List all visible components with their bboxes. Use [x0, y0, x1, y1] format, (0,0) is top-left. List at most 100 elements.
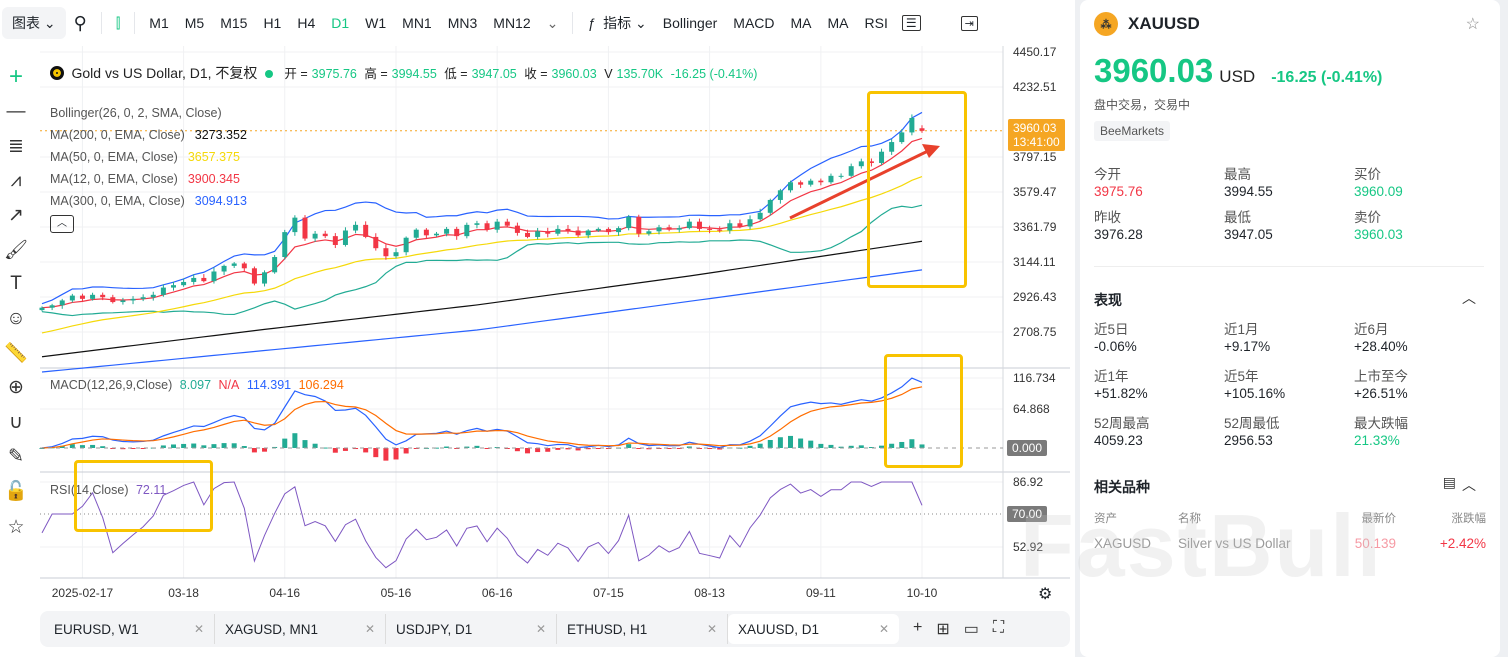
- magnet-icon[interactable]: ∪: [9, 411, 23, 433]
- tab-label: XAGUSD, MN1: [225, 621, 319, 637]
- timeframe-mn12[interactable]: MN12: [493, 15, 531, 31]
- timeframe-m1[interactable]: M1: [149, 15, 169, 31]
- indicator-tick-label: 52.92: [1013, 540, 1044, 554]
- lock-drawings-icon[interactable]: ✎: [8, 446, 24, 468]
- function-icon[interactable]: ƒ: [587, 15, 596, 31]
- close-tab-icon[interactable]: ✕: [535, 622, 546, 636]
- collapse-panel-icon[interactable]: ⇥: [960, 15, 978, 31]
- candle-body: [90, 294, 96, 299]
- macd-line-value: 114.391: [246, 378, 292, 392]
- timeframe-mn3[interactable]: MN3: [447, 15, 478, 31]
- col-name: 名称: [1178, 513, 1201, 525]
- fullscreen-icon[interactable]: ⛶: [992, 619, 1005, 636]
- ma50-line: [41, 175, 923, 334]
- stat-label: 近5日: [1094, 322, 1129, 337]
- horizontal-line-icon[interactable]: —: [6, 100, 26, 122]
- candle-body: [646, 231, 652, 234]
- indicator-legend-row[interactable]: Bollinger(26, 0, 2, SMA, Close): [50, 102, 251, 124]
- date-tick-label: 2025-02-17: [51, 586, 114, 600]
- macd-histogram-bar: [545, 448, 551, 452]
- legend-title: Gold vs US Dollar, D1, 不复权: [71, 65, 258, 81]
- indicator-shortcut-ma[interactable]: MA: [827, 15, 849, 31]
- close-tab-icon[interactable]: ✕: [878, 622, 889, 636]
- chart-menu-button[interactable]: 图表 ⌄: [2, 7, 66, 39]
- favorites-star-icon[interactable]: ☆: [7, 517, 25, 539]
- zoom-in-icon[interactable]: ⊕: [8, 377, 24, 399]
- macd-histogram-bar: [565, 448, 571, 450]
- timeframe-h4[interactable]: H4: [297, 15, 316, 31]
- timeframe-h1[interactable]: H1: [263, 15, 282, 31]
- ruler-icon[interactable]: 📏: [4, 343, 28, 365]
- indicator-shortcut-rsi[interactable]: RSI: [864, 15, 888, 31]
- candle-body: [140, 297, 146, 299]
- split-layout-icon[interactable]: ⊞: [936, 621, 950, 638]
- candle-body: [656, 227, 662, 232]
- single-layout-icon[interactable]: ▭: [963, 621, 979, 638]
- chart-tab[interactable]: XAGUSD, MN1 ✕: [215, 614, 386, 644]
- macd-histogram-bar: [140, 448, 146, 449]
- lock-icon[interactable]: 🔓: [4, 481, 28, 503]
- candle-body: [272, 257, 278, 273]
- timeframe-m5[interactable]: M5: [184, 15, 205, 31]
- indicator-shortcut-bollinger[interactable]: Bollinger: [662, 15, 718, 31]
- close-tab-icon[interactable]: ✕: [364, 622, 375, 636]
- timeframe-m15[interactable]: M15: [220, 15, 248, 31]
- crosshair-icon[interactable]: +: [8, 63, 23, 91]
- candle-body: [868, 161, 874, 163]
- indicator-legend-row[interactable]: MA(50, 0, EMA, Close) 3657.375: [50, 146, 251, 168]
- macd-histogram-bar: [858, 445, 864, 448]
- chart-tab[interactable]: EURUSD, W1 ✕: [44, 614, 215, 644]
- candle-body: [363, 224, 369, 237]
- highlight-box: [867, 91, 967, 288]
- open-value: 3975.76: [311, 67, 357, 81]
- emoji-icon[interactable]: ☺: [6, 307, 26, 329]
- gold-logo-icon: [50, 66, 64, 80]
- date-tick-label: 10-10: [906, 586, 938, 600]
- indicator-legend-row[interactable]: MA(12, 0, EMA, Close) 3900.345: [50, 168, 251, 190]
- stat-cell: 昨收 3976.28: [1094, 209, 1224, 244]
- indicator-legend: Bollinger(26, 0, 2, SMA, Close) MA(200, 0…: [50, 102, 251, 212]
- chart-tab[interactable]: XAUUSD, D1 ✕: [728, 614, 899, 644]
- close-tab-icon[interactable]: ✕: [706, 622, 717, 636]
- timeframe-w1[interactable]: W1: [365, 15, 387, 31]
- timeframe-mn1[interactable]: MN1: [402, 15, 432, 31]
- close-tab-icon[interactable]: ✕: [193, 622, 204, 636]
- current-price: 3960.03: [1013, 121, 1057, 135]
- indicator-shortcut-macd[interactable]: MACD: [733, 15, 775, 31]
- indicator-shortcut-ma[interactable]: MA: [790, 15, 812, 31]
- add-tab-icon[interactable]: +: [913, 619, 923, 636]
- chart-tab[interactable]: ETHUSD, H1 ✕: [557, 614, 728, 644]
- indicator-legend-row[interactable]: MA(300, 0, EMA, Close) 3094.913: [50, 190, 251, 212]
- stat-cell: 近5年 +105.16%: [1224, 368, 1354, 403]
- text-tool-icon[interactable]: T: [10, 273, 22, 295]
- stat-label: 昨收: [1094, 210, 1121, 225]
- macd-histogram-bar: [828, 444, 834, 448]
- timeframe-d1[interactable]: D1: [331, 15, 350, 31]
- favorite-star-icon[interactable]: ☆: [1465, 16, 1480, 33]
- collapse-legend-button[interactable]: ︿: [50, 215, 74, 233]
- candle-body: [241, 263, 247, 269]
- list-view-icon[interactable]: ▤: [1442, 474, 1456, 490]
- quote-stats: 今开 3975.76 最高 3994.55 买价 3960.09 昨收 3976.28 最低 39…: [1094, 166, 1484, 244]
- macd-histogram-bar: [444, 446, 450, 448]
- macd-histogram-bar: [464, 446, 470, 448]
- trend-arrow: [789, 148, 931, 220]
- indicator-legend-row[interactable]: MA(200, 0, EMA, Close) 3273.352: [50, 124, 251, 146]
- candlestick-type-icon[interactable]: ⫿: [115, 14, 121, 31]
- parallel-lines-icon[interactable]: ≣: [8, 135, 24, 157]
- brush-icon[interactable]: 🖌: [3, 239, 29, 261]
- candle-body: [474, 223, 480, 225]
- chart-settings-gear-icon[interactable]: ⚙: [1038, 586, 1053, 603]
- date-tick-label: 04-16: [269, 586, 301, 600]
- pattern-icon[interactable]: ⩘: [10, 169, 22, 191]
- more-timeframes-chevron-icon[interactable]: ⌄: [546, 14, 559, 31]
- collapse-chevron-icon[interactable]: ︿: [1462, 290, 1476, 306]
- collapse-chevron-icon[interactable]: ︿: [1462, 477, 1476, 493]
- search-icon[interactable]: ⚲: [73, 12, 87, 33]
- chart-tab[interactable]: USDJPY, D1 ✕: [386, 614, 557, 644]
- macd-histogram-bar: [251, 448, 257, 453]
- indicators-button[interactable]: 指标 ⌄: [603, 15, 647, 31]
- arrow-tool-icon[interactable]: ↗: [8, 204, 24, 226]
- layout-template-icon[interactable]: ☰: [901, 15, 921, 31]
- candle-body: [302, 217, 308, 239]
